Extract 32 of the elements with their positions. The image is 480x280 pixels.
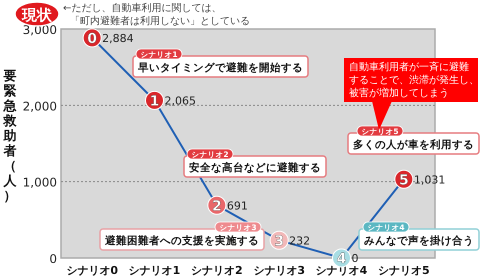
annotation: 4 [336, 251, 347, 267]
text: 要緊急救助者（人） [4, 69, 16, 204]
annotation: 0 [87, 30, 98, 47]
annotation: 避難困難者への支援を実施する [104, 234, 259, 247]
annotation: 自動車利用者が一斉に避難 [349, 61, 469, 73]
data-label: 2,065 [164, 94, 196, 108]
data-label: 232 [289, 234, 310, 248]
y-tick-label: 0 [49, 252, 57, 266]
data-label: 2,884 [102, 32, 134, 45]
annotation: 5 [398, 172, 409, 188]
x-tick-label: シナリオ5 [378, 264, 430, 277]
text: ←ただし、自動車利用に関しては、 [63, 2, 222, 14]
annotation: 安全な高台などに避難する [189, 161, 321, 174]
text: 「町内避難者は利用しない」としている [70, 15, 250, 27]
annotation: 2 [212, 198, 222, 214]
annotation: することで、渋滞が発生し、 [349, 74, 479, 86]
x-tick-label: シナリオ2 [191, 264, 243, 277]
y-tick-label: 2,000 [22, 99, 57, 114]
x-tick-label: シナリオ1 [128, 264, 180, 277]
y-tick-label: 1,000 [22, 176, 57, 190]
data-label: 691 [226, 199, 248, 212]
annotation: 1 [150, 93, 160, 110]
x-tick-label: シナリオ3 [253, 264, 305, 277]
text: 現状 [21, 6, 53, 24]
annotation: 多くの人が車を利用する [353, 138, 474, 151]
annotation: みんなで声を掛け合う [364, 234, 474, 247]
data-label: 1,031 [414, 173, 446, 186]
x-tick-label: シナリオ0 [66, 264, 118, 277]
annotation: 早いタイミングで避難を開始する [137, 61, 303, 74]
annotation: 被害が増加してしまう [349, 87, 449, 99]
data-label: 0 [352, 252, 358, 265]
annotation: 3 [274, 233, 284, 250]
